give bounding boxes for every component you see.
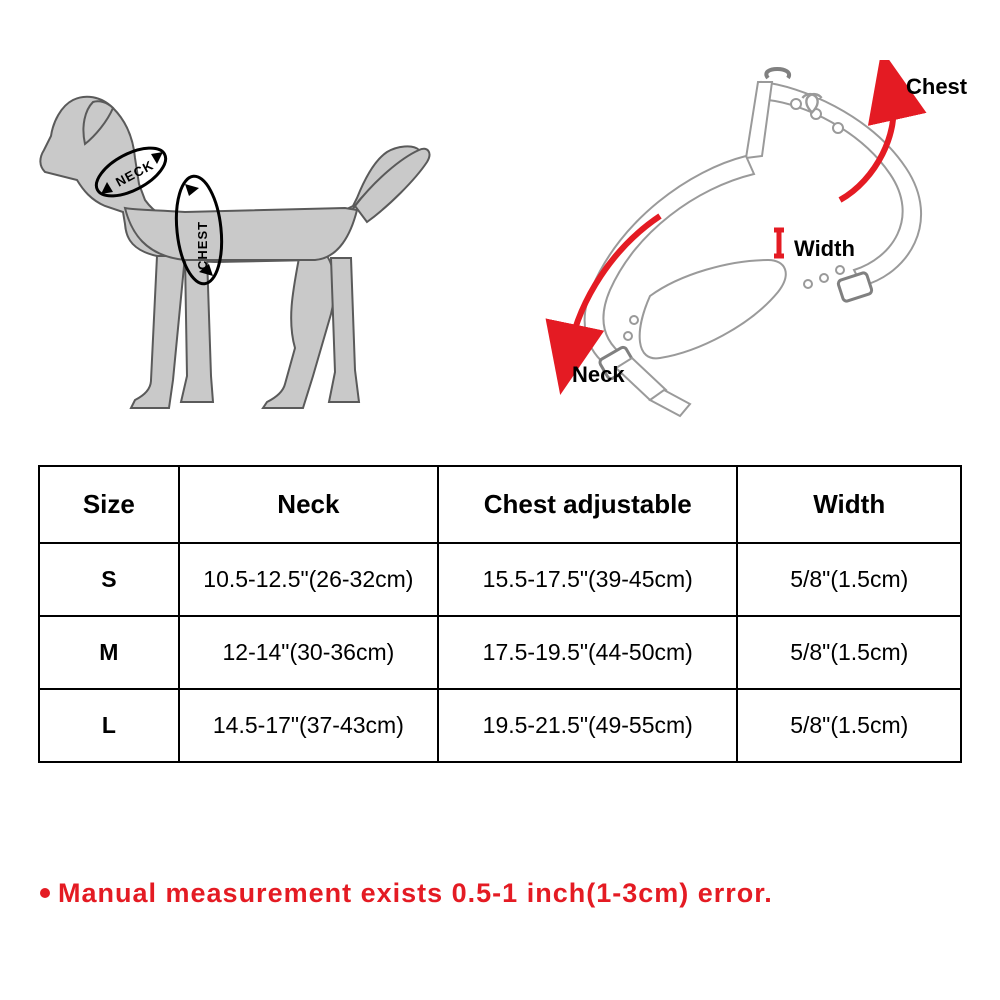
cell-width: 5/8"(1.5cm) [737,543,961,616]
bullet-icon [40,888,50,898]
d-ring [766,69,789,78]
chest-arrow-1 [185,184,199,196]
note-text: Manual measurement exists 0.5-1 inch(1-3… [58,878,773,908]
stud [791,99,801,109]
table-header-row: Size Neck Chest adjustable Width [39,466,961,543]
cell-size: M [39,616,179,689]
connector-strap [746,82,772,158]
table-row: L 14.5-17"(37-43cm) 19.5-21.5"(49-55cm) … [39,689,961,762]
cell-size: L [39,689,179,762]
dog-hind-legs [263,256,334,408]
th-chest: Chest adjustable [438,466,737,543]
dog-front-legs-back [181,256,213,402]
chest-pad [640,260,786,358]
neck-text: Neck [572,362,625,387]
cell-neck: 14.5-17"(37-43cm) [179,689,438,762]
cell-neck: 12-14"(30-36cm) [179,616,438,689]
hole [624,332,632,340]
th-size: Size [39,466,179,543]
hole [630,316,638,324]
width-bracket [774,230,784,256]
hole [836,266,844,274]
stud [833,123,843,133]
buckle [837,272,872,302]
cell-size: S [39,543,179,616]
measurement-note: Manual measurement exists 0.5-1 inch(1-3… [40,878,773,909]
cell-width: 5/8"(1.5cm) [737,616,961,689]
chest-label: CHEST [195,221,210,270]
cell-chest: 15.5-17.5"(39-45cm) [438,543,737,616]
table-row: M 12-14"(30-36cm) 17.5-19.5"(44-50cm) 5/… [39,616,961,689]
harness-diagram: Chest Neck Width [540,60,970,430]
size-table: Size Neck Chest adjustable Width S 10.5-… [38,465,962,763]
cell-chest: 17.5-19.5"(44-50cm) [438,616,737,689]
cell-chest: 19.5-21.5"(49-55cm) [438,689,737,762]
width-text: Width [794,236,855,261]
cell-neck: 10.5-12.5"(26-32cm) [179,543,438,616]
dog-front-legs [131,256,185,408]
chest-text: Chest [906,74,968,99]
cell-width: 5/8"(1.5cm) [737,689,961,762]
hole [820,274,828,282]
diagram-area: NECK CHEST [0,0,1000,460]
th-width: Width [737,466,961,543]
hole [804,280,812,288]
neck-arrow-2 [151,152,163,164]
table-row: S 10.5-12.5"(26-32cm) 15.5-17.5"(39-45cm… [39,543,961,616]
th-neck: Neck [179,466,438,543]
dog-hind-legs-back [329,258,359,402]
dog-silhouette-diagram: NECK CHEST [35,80,455,440]
dog-body-overlay [125,208,357,260]
